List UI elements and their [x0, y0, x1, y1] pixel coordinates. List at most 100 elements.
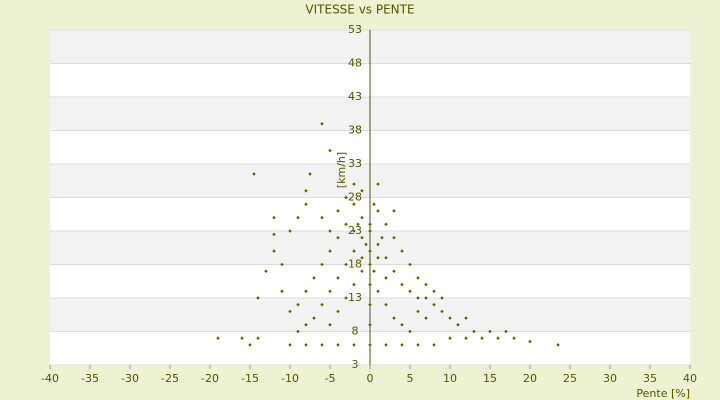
point	[368, 249, 372, 253]
point	[304, 189, 308, 193]
x-tick-label: 20	[523, 372, 537, 385]
point	[328, 249, 332, 253]
point	[336, 235, 340, 240]
x-tick-label: -10	[281, 372, 299, 385]
point	[256, 296, 260, 300]
x-tick-label: 35	[643, 372, 657, 385]
point	[248, 343, 252, 347]
point	[408, 262, 412, 267]
point	[368, 343, 372, 347]
point	[392, 316, 396, 320]
point	[252, 172, 256, 176]
point	[372, 202, 376, 206]
point	[320, 262, 324, 267]
point	[400, 282, 404, 287]
x-tick-label: 15	[483, 372, 497, 385]
point	[272, 249, 276, 253]
point	[432, 343, 436, 347]
point	[264, 269, 268, 273]
point	[320, 215, 324, 220]
point	[376, 182, 380, 186]
point	[416, 309, 420, 314]
y-axis-label: [km/h]	[335, 152, 348, 188]
point	[304, 202, 308, 206]
point	[272, 232, 276, 237]
point	[424, 282, 428, 287]
y-tick-label: 53	[348, 23, 362, 36]
point	[368, 302, 372, 307]
point	[380, 235, 384, 240]
point	[416, 276, 420, 280]
point	[280, 262, 284, 267]
point	[364, 242, 368, 247]
point	[304, 343, 308, 347]
point	[336, 343, 340, 347]
y-tick-label: 48	[348, 57, 362, 70]
point	[400, 249, 404, 253]
point	[432, 302, 436, 307]
point	[400, 343, 404, 347]
point	[352, 182, 356, 186]
point	[352, 282, 356, 287]
point	[408, 329, 412, 334]
point	[372, 269, 376, 273]
point	[328, 229, 332, 233]
point	[416, 296, 420, 300]
point	[344, 262, 348, 267]
point	[328, 289, 332, 294]
point	[272, 215, 276, 220]
point	[344, 296, 348, 300]
point	[336, 309, 340, 314]
point	[288, 309, 292, 314]
y-tick-label: 3	[352, 358, 359, 371]
point	[352, 343, 356, 347]
point	[392, 209, 396, 213]
point	[360, 235, 364, 240]
point	[408, 289, 412, 294]
point	[392, 269, 396, 273]
point	[320, 302, 324, 307]
y-tick-label: 43	[348, 90, 362, 103]
point	[336, 209, 340, 213]
point	[472, 329, 476, 334]
point	[368, 229, 372, 233]
point	[288, 229, 292, 233]
point	[384, 302, 388, 307]
point	[488, 329, 492, 334]
point	[448, 316, 452, 320]
point	[320, 343, 324, 347]
point	[344, 195, 348, 200]
point	[368, 323, 372, 327]
point	[368, 222, 372, 227]
point	[312, 276, 316, 280]
x-tick-label: 30	[603, 372, 617, 385]
point	[256, 336, 260, 340]
point	[360, 189, 364, 193]
chart-title: VITESSE vs PENTE	[305, 3, 414, 17]
point	[376, 289, 380, 294]
point	[352, 249, 356, 253]
point	[308, 172, 312, 176]
point	[456, 323, 460, 327]
point	[512, 336, 516, 340]
x-tick-label: 40	[683, 372, 697, 385]
point	[352, 202, 356, 206]
point	[440, 309, 444, 314]
y-tick-label: 18	[348, 258, 362, 271]
point	[464, 336, 468, 340]
point	[424, 316, 428, 320]
point	[368, 262, 372, 267]
y-tick-label: 38	[348, 124, 362, 137]
point	[304, 289, 308, 294]
point	[360, 269, 364, 273]
point	[296, 215, 300, 220]
point	[384, 256, 388, 260]
y-tick-label: 33	[348, 157, 362, 170]
x-axis-label: Pente [%]	[636, 387, 690, 400]
point	[432, 289, 436, 294]
point	[448, 336, 452, 340]
point	[368, 282, 372, 287]
x-tick-label: -20	[201, 372, 219, 385]
point	[416, 343, 420, 347]
